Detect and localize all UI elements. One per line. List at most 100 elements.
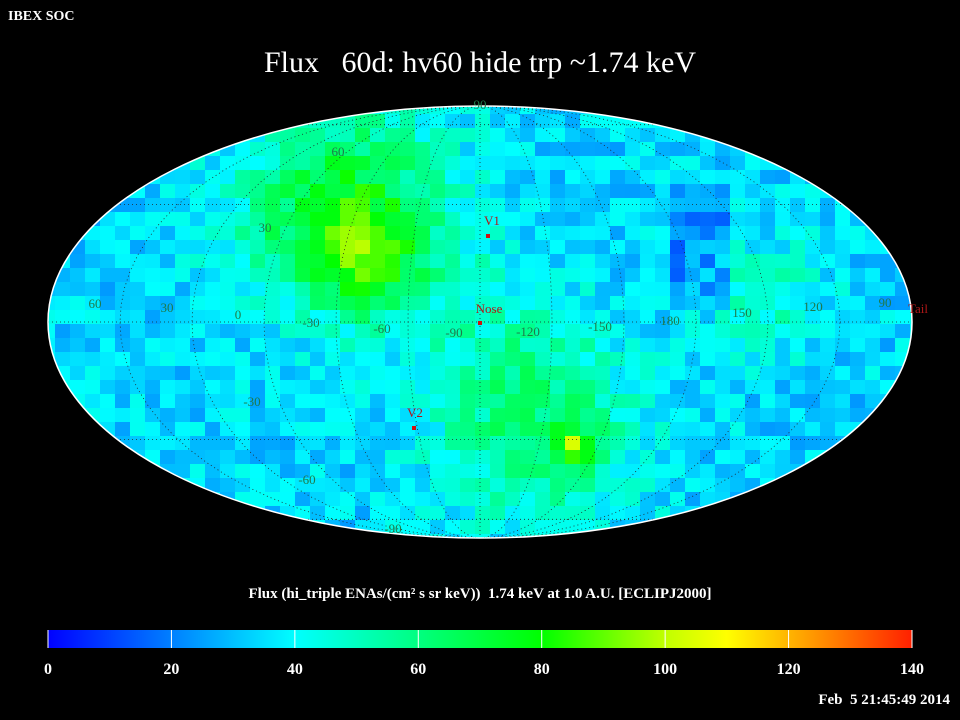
sky-cell (430, 170, 446, 185)
sky-cell (235, 352, 251, 367)
sky-cell (220, 156, 236, 171)
sky-cell (340, 352, 356, 367)
sky-cell (145, 198, 161, 213)
sky-cell (400, 114, 416, 129)
sky-cell (160, 380, 176, 395)
sky-cell (340, 506, 356, 521)
sky-cell (475, 506, 491, 521)
sky-cell (85, 436, 101, 451)
sky-cell (595, 268, 611, 283)
sky-cell (850, 450, 866, 465)
sky-cell (850, 310, 866, 325)
sky-cell (595, 212, 611, 227)
sky-cell (820, 338, 836, 353)
sky-cell (910, 106, 912, 115)
sky-cell (70, 534, 86, 538)
sky-cell (745, 506, 761, 521)
sky-cell (70, 520, 86, 535)
colorbar-tick-label: 140 (900, 661, 924, 678)
sky-cell (280, 296, 296, 311)
sky-cell (700, 436, 716, 451)
sky-cell (805, 106, 821, 115)
sky-cell (85, 268, 101, 283)
sky-cell (475, 408, 491, 423)
sky-cell (190, 492, 206, 507)
sky-cell (145, 422, 161, 437)
sky-cell (460, 478, 476, 493)
sky-cell (295, 156, 311, 171)
sky-cell (370, 268, 386, 283)
sky-cell (280, 366, 296, 381)
sky-cell (640, 394, 656, 409)
sky-cell (640, 366, 656, 381)
sky-cell (880, 366, 896, 381)
sky-cell (130, 338, 146, 353)
sky-cell (48, 380, 56, 395)
sky-cell (295, 254, 311, 269)
sky-cell (280, 464, 296, 479)
sky-cell (400, 170, 416, 185)
sky-cell (205, 352, 221, 367)
sky-cell (430, 114, 446, 129)
sky-cell (895, 352, 911, 367)
sky-cell (160, 408, 176, 423)
sky-cell (490, 240, 506, 255)
marker (486, 234, 490, 238)
sky-cell (775, 142, 791, 157)
sky-cell (100, 352, 116, 367)
sky-cell (850, 366, 866, 381)
sky-cell (160, 436, 176, 451)
sky-cell (505, 128, 521, 143)
sky-cell (490, 170, 506, 185)
sky-cell (880, 408, 896, 423)
sky-cell (55, 106, 71, 115)
sky-cell (85, 534, 101, 538)
sky-cell (355, 106, 371, 115)
sky-cell (100, 254, 116, 269)
sky-cell (670, 268, 686, 283)
sky-cell (415, 366, 431, 381)
sky-cell (295, 128, 311, 143)
sky-cell (550, 450, 566, 465)
sky-cell (430, 352, 446, 367)
sky-cell (385, 198, 401, 213)
sky-cell (895, 296, 911, 311)
sky-cell (730, 170, 746, 185)
sky-cell (670, 296, 686, 311)
sky-cell (580, 212, 596, 227)
sky-cell (250, 114, 266, 129)
sky-cell (280, 240, 296, 255)
sky-cell (250, 450, 266, 465)
sky-cell (415, 142, 431, 157)
sky-cell (325, 408, 341, 423)
sky-cell (640, 282, 656, 297)
sky-cell (325, 198, 341, 213)
sky-cell (820, 170, 836, 185)
sky-cell (265, 268, 281, 283)
sky-cell (385, 492, 401, 507)
sky-cell (475, 422, 491, 437)
sky-cell (550, 310, 566, 325)
sky-cell (340, 534, 356, 538)
sky-cell (490, 492, 506, 507)
sky-cell (490, 310, 506, 325)
sky-cell (220, 422, 236, 437)
sky-cell (235, 436, 251, 451)
sky-cell (880, 198, 896, 213)
sky-cell (430, 156, 446, 171)
sky-cell (640, 212, 656, 227)
sky-cell (370, 254, 386, 269)
sky-cell (55, 394, 71, 409)
sky-cell (895, 268, 911, 283)
sky-cell (190, 394, 206, 409)
sky-cell (265, 184, 281, 199)
sky-cell (910, 212, 912, 227)
sky-cell (655, 324, 671, 339)
sky-cell (820, 226, 836, 241)
sky-cell (730, 184, 746, 199)
sky-cell (175, 394, 191, 409)
sky-cell (295, 106, 311, 115)
sky-cell (910, 114, 912, 129)
sky-cell (805, 198, 821, 213)
sky-cell (640, 492, 656, 507)
